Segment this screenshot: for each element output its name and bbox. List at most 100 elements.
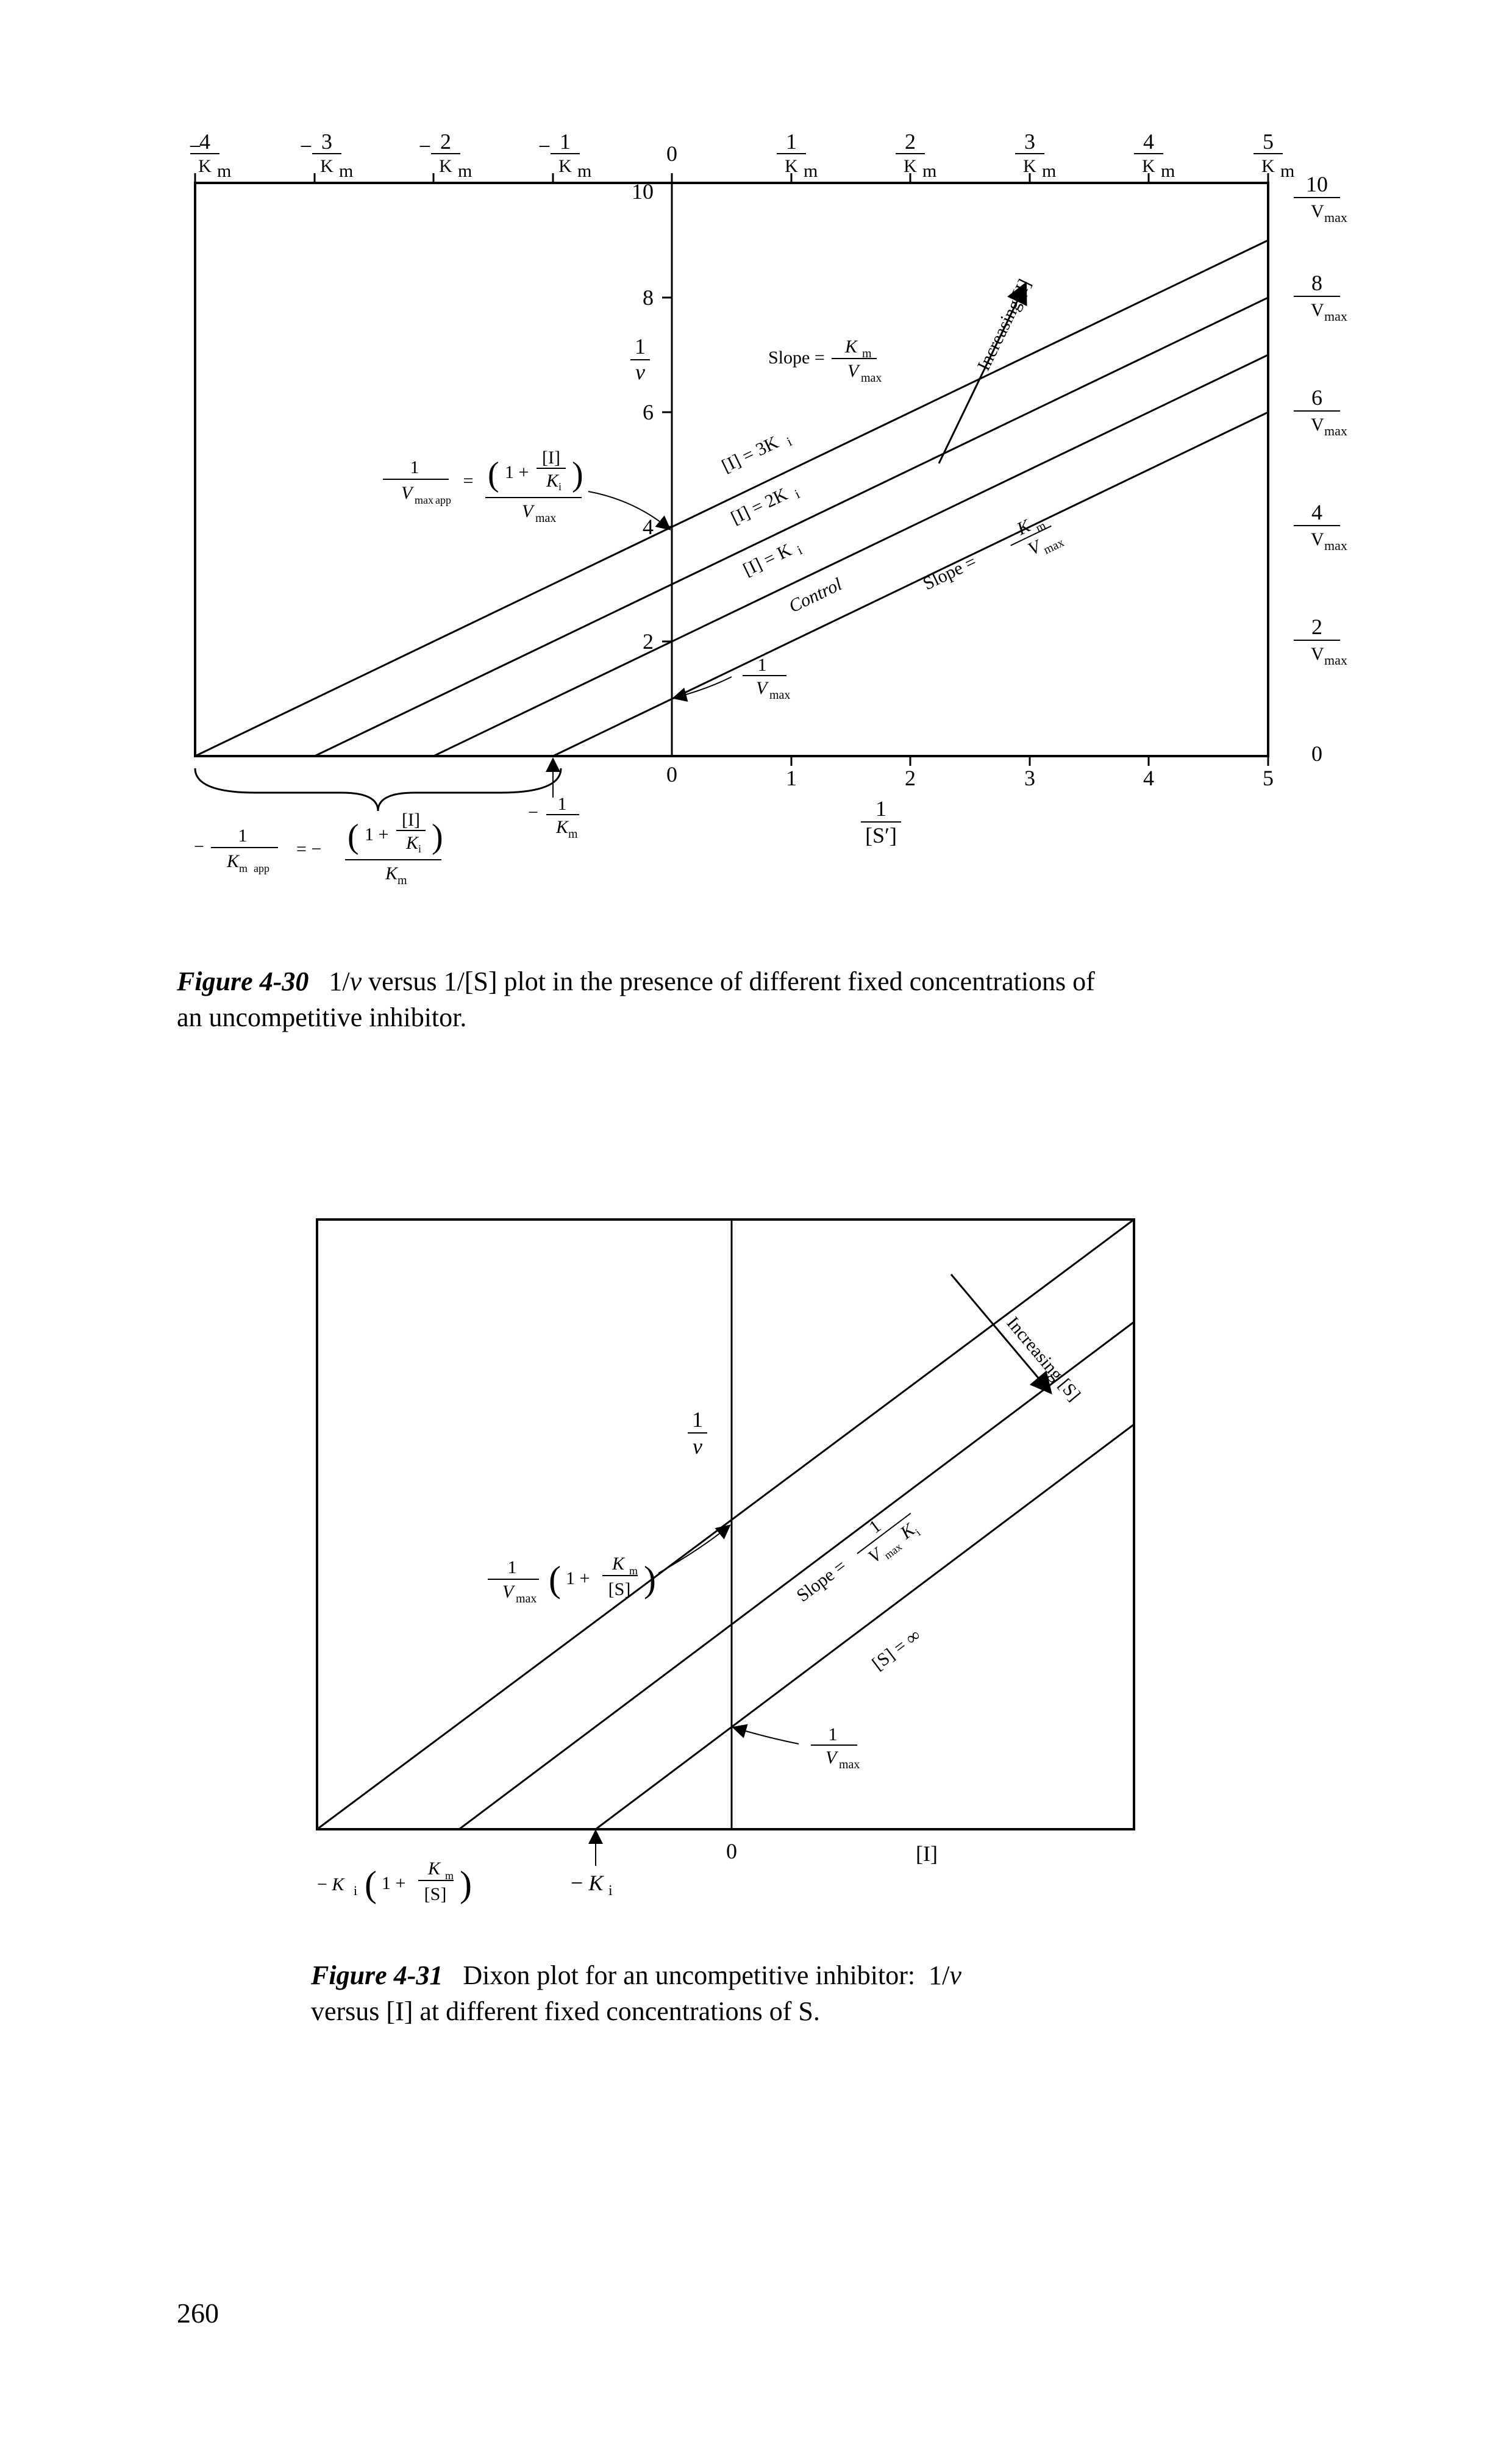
svg-text:i: i xyxy=(794,542,804,557)
svg-text:V: V xyxy=(522,501,535,521)
svg-text:− K: − K xyxy=(317,1874,345,1894)
svg-text:[S′]: [S′] xyxy=(865,823,897,848)
figure-4-31: Increasing [S] 1 v Slope = 1 Vmax Ki [S]… xyxy=(293,1195,1158,1942)
svg-text:[I] = 3K: [I] = 3K xyxy=(719,432,782,477)
svg-text:max: max xyxy=(839,1758,860,1771)
svg-text:1: 1 xyxy=(238,826,248,846)
svg-text:K: K xyxy=(320,156,333,176)
svg-text:5: 5 xyxy=(1263,134,1274,154)
svg-text:2: 2 xyxy=(643,629,654,654)
svg-text:5: 5 xyxy=(1263,766,1274,790)
svg-text:max: max xyxy=(1324,423,1347,438)
svg-text:max: max xyxy=(861,371,882,385)
svg-text:v: v xyxy=(635,360,645,384)
svg-text:6: 6 xyxy=(643,400,654,424)
page-number: 260 xyxy=(177,2297,219,2329)
figure-4-30-label: Figure 4-30 xyxy=(177,966,308,996)
svg-text:[S]: [S] xyxy=(424,1884,447,1904)
svg-text:Slope =: Slope = xyxy=(793,1556,850,1606)
svg-text:K: K xyxy=(427,1859,441,1879)
svg-text:K: K xyxy=(546,471,560,491)
svg-text:3: 3 xyxy=(1024,766,1035,790)
svg-text:i: i xyxy=(354,1883,357,1898)
svg-text:max: max xyxy=(535,512,556,525)
svg-text:max: max xyxy=(1324,309,1347,324)
svg-text:K: K xyxy=(555,817,569,837)
svg-text:max: max xyxy=(882,1540,904,1562)
figure-4-31-svg: Increasing [S] 1 v Slope = 1 Vmax Ki [S]… xyxy=(293,1195,1158,1939)
svg-text:[S]: [S] xyxy=(608,1579,631,1599)
svg-text:): ) xyxy=(644,1559,656,1599)
svg-text:app: app xyxy=(435,494,451,506)
line-3ki xyxy=(195,240,1268,756)
svg-text:V: V xyxy=(1311,644,1324,664)
svg-text:6: 6 xyxy=(1311,385,1322,410)
svg-text:1: 1 xyxy=(758,655,767,675)
svg-text:3: 3 xyxy=(321,134,332,154)
svg-text:m: m xyxy=(1033,519,1048,535)
svg-text:2: 2 xyxy=(905,766,916,790)
svg-text:0: 0 xyxy=(666,762,677,787)
svg-text:1: 1 xyxy=(692,1407,703,1432)
svg-text:10: 10 xyxy=(632,179,654,204)
svg-text:1: 1 xyxy=(786,766,797,790)
svg-text:4: 4 xyxy=(1143,766,1154,790)
svg-text:K: K xyxy=(558,156,572,176)
svg-text:m: m xyxy=(568,827,578,841)
svg-text:−: − xyxy=(300,134,312,159)
svg-text:1 +: 1 + xyxy=(505,462,529,482)
svg-text:= −: = − xyxy=(296,839,321,859)
svg-text:max: max xyxy=(1041,536,1066,557)
svg-text:Control: Control xyxy=(786,574,845,617)
svg-text:K: K xyxy=(198,156,212,176)
zero-label: 0 xyxy=(726,1839,737,1863)
svg-text:max: max xyxy=(415,494,433,506)
svg-text:m: m xyxy=(1280,161,1294,181)
svg-text:[I] = 2K: [I] = 2K xyxy=(728,484,791,529)
vmax-km-s: 1 Vmax ( 1 + Km [S] ) xyxy=(488,1527,728,1605)
svg-text:m: m xyxy=(239,862,248,874)
neg-one-over-km: − 1 Km xyxy=(528,761,579,841)
slope-label-upper: Slope = Km Vmax xyxy=(768,337,882,385)
svg-text:): ) xyxy=(432,818,443,855)
svg-text:1: 1 xyxy=(829,1724,838,1744)
x-intercept-brace xyxy=(195,768,561,811)
y-axis-label: 1 v xyxy=(688,1407,707,1459)
svg-text:[I]: [I] xyxy=(402,810,420,830)
figure-4-30-caption: Figure 4-30 1/v versus 1/[S] plot in the… xyxy=(177,963,1095,1036)
svg-text:m: m xyxy=(217,161,231,181)
one-over-vmax: 1 Vmax xyxy=(676,655,790,702)
svg-text:[I]: [I] xyxy=(542,448,560,468)
svg-text:m: m xyxy=(804,161,818,181)
line-control xyxy=(553,412,1268,756)
svg-text:4: 4 xyxy=(643,515,654,539)
kmapp-formula: − 1 Km app = − ( 1 + [I] Ki ) Km xyxy=(194,810,443,887)
svg-text:V: V xyxy=(756,678,769,698)
svg-text:1 +: 1 + xyxy=(566,1568,590,1588)
svg-text:−: − xyxy=(419,134,431,159)
svg-text:1: 1 xyxy=(558,794,567,814)
svg-text:m: m xyxy=(458,161,472,181)
svg-text:V: V xyxy=(1311,415,1324,435)
svg-text:1: 1 xyxy=(508,1557,517,1577)
svg-text:4: 4 xyxy=(1311,500,1322,524)
svg-text:): ) xyxy=(572,455,583,493)
svg-text:m: m xyxy=(398,874,407,887)
svg-text:−: − xyxy=(528,802,538,823)
svg-text:i: i xyxy=(418,843,421,855)
figure-4-31-caption: Figure 4-31 Dixon plot for an uncompetit… xyxy=(311,1957,961,2030)
svg-text:0: 0 xyxy=(666,141,677,166)
svg-text:− K: − K xyxy=(571,1871,604,1895)
svg-text:K: K xyxy=(904,156,917,176)
svg-text:): ) xyxy=(460,1864,472,1904)
svg-text:K: K xyxy=(405,833,419,853)
x-axis-label: [I] xyxy=(916,1841,938,1866)
x-ticks-top: − 4 Km − 3 Km − 2 Km − 1 Km 0 xyxy=(189,134,1295,183)
svg-text:i: i xyxy=(784,434,794,449)
svg-text:0: 0 xyxy=(1311,741,1322,766)
svg-text:(: ( xyxy=(365,1864,377,1904)
y-axis-label: 1 v xyxy=(630,334,650,384)
svg-text:m: m xyxy=(1161,161,1175,181)
svg-text:3: 3 xyxy=(1024,134,1035,154)
svg-text:K: K xyxy=(385,863,399,884)
